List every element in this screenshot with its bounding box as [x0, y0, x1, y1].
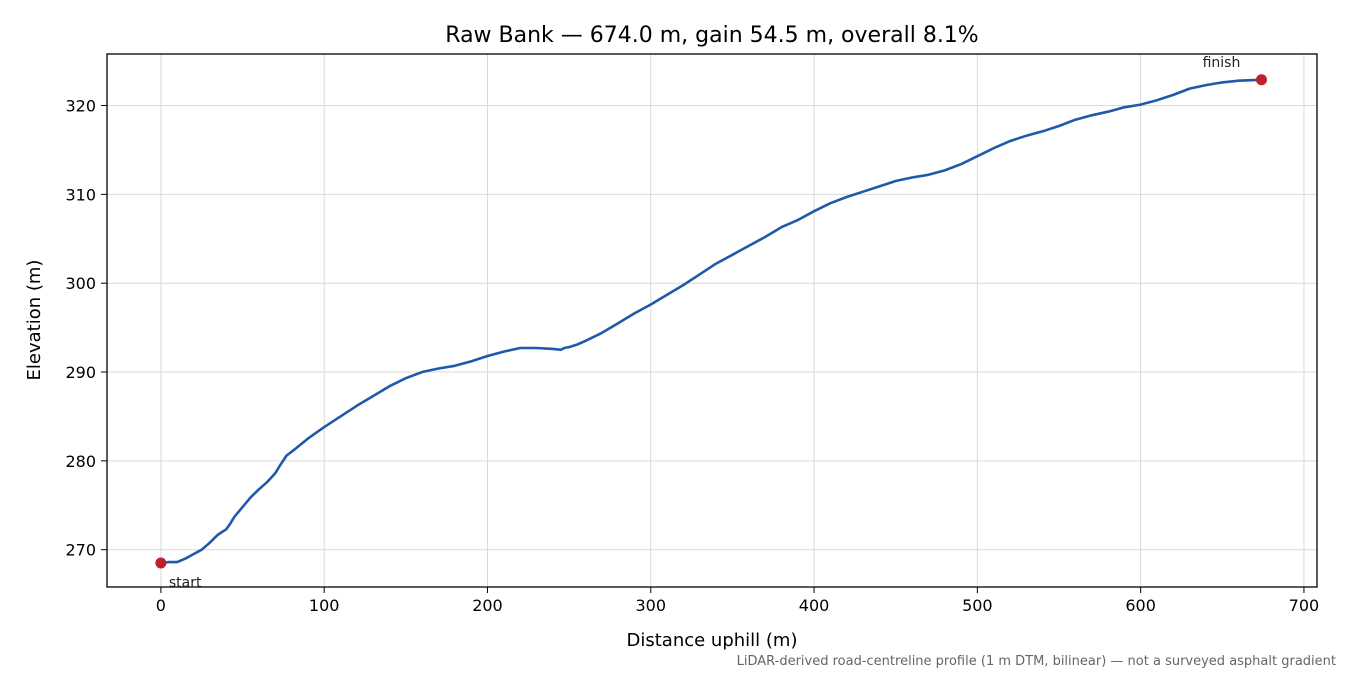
plot-frame: [106, 53, 1318, 588]
axis-ticks: 0 100 200 300 400 500 600 700 270 280 290 300 310 320: [65, 97, 1319, 615]
x-tick-label: 400: [799, 596, 830, 615]
chart-title: Raw Bank — 674.0 m, gain 54.5 m, overall…: [445, 23, 978, 48]
elevation-profile-line: [159, 78, 1263, 565]
y-tick-label: 310: [65, 185, 96, 204]
x-axis-label: Distance uphill (m): [627, 630, 798, 651]
start-annotation: start: [169, 575, 202, 591]
x-tick-label: 500: [962, 596, 993, 615]
y-tick-label: 300: [65, 274, 96, 293]
y-axis-label: Elevation (m): [24, 260, 45, 381]
x-tick-label: 700: [1289, 596, 1320, 615]
x-tick-label: 600: [1125, 596, 1156, 615]
y-tick-label: 320: [65, 97, 96, 116]
footnote: LiDAR-derived road-centreline profile (1…: [737, 654, 1336, 669]
x-tick-label: 100: [309, 596, 340, 615]
y-tick-label: 280: [65, 452, 96, 471]
y-tick-label: 270: [65, 541, 96, 560]
finish-marker: [1255, 74, 1267, 86]
y-tick-label: 290: [65, 363, 96, 382]
grid: [107, 54, 1317, 587]
x-tick-label: 0: [156, 596, 166, 615]
finish-annotation: finish: [1203, 55, 1241, 71]
x-tick-label: 300: [635, 596, 666, 615]
x-tick-label: 200: [472, 596, 503, 615]
start-marker: [155, 557, 167, 569]
